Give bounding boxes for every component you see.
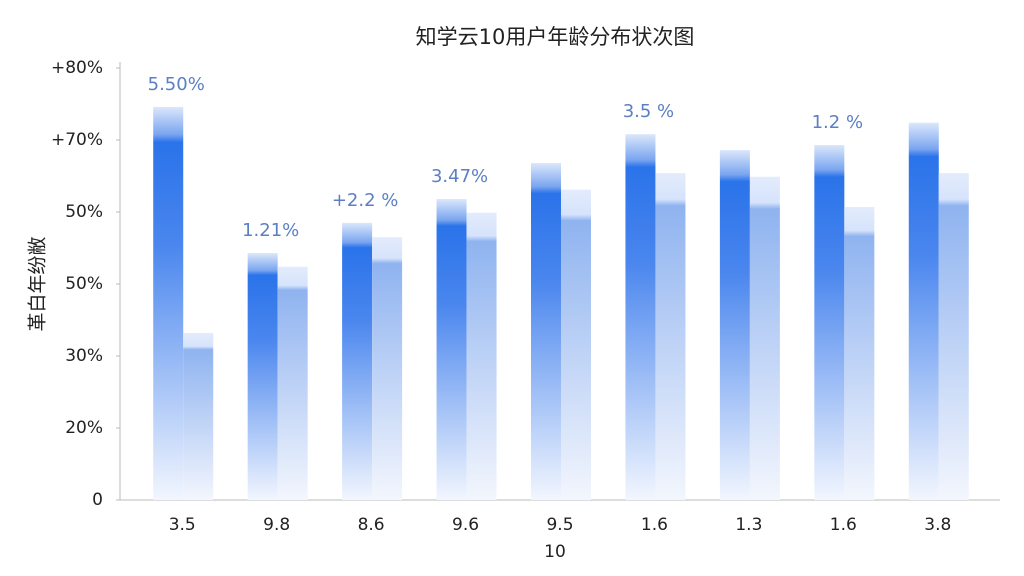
y-tick-label: +80%: [51, 58, 103, 78]
annotation: 3.47%: [431, 166, 488, 187]
x-tick-label: 3.5: [169, 515, 196, 535]
x-tick-label: 1.3: [735, 515, 762, 535]
x-tick-label: 9.8: [263, 515, 290, 535]
x-tick-label: 3.8: [924, 515, 951, 535]
y-tick-label: 0: [92, 490, 103, 510]
bar: [814, 145, 845, 501]
bar: [625, 134, 656, 501]
x-tick-label: 1.6: [830, 515, 857, 535]
y-tick-label: +70%: [51, 130, 103, 150]
bar: [531, 163, 561, 501]
y-tick-label: 30%: [65, 346, 103, 366]
bar: [655, 173, 686, 500]
y-tick-label: 50%: [65, 274, 103, 294]
bar: [908, 122, 939, 500]
annotation: 1.21%: [242, 220, 299, 241]
bar: [466, 212, 497, 500]
bar: [372, 237, 403, 500]
bar: [342, 222, 373, 501]
annotation: 1.2 %: [812, 112, 863, 133]
y-axis-label: 革白年纷敝: [27, 236, 49, 331]
bar: [277, 266, 308, 500]
x-axis-label: 10: [544, 542, 566, 562]
bar: [749, 176, 780, 500]
bar: [719, 150, 750, 500]
y-tick-label: 50%: [65, 202, 103, 222]
x-tick-label: 9.5: [546, 515, 573, 535]
bar: [844, 206, 875, 500]
annotation: 3.5 %: [623, 101, 674, 122]
chart-title: 知学云10用户年龄分布状次图: [416, 25, 695, 49]
bar: [183, 332, 214, 500]
bar: [561, 189, 591, 500]
annotation: 5.50%: [148, 74, 205, 95]
y-tick-label: 20%: [65, 418, 103, 438]
bar: [436, 199, 467, 501]
annotation: +2.2 %: [332, 190, 399, 211]
x-tick-label: 9.6: [452, 515, 479, 535]
bar: [938, 173, 969, 500]
bar: [153, 106, 184, 500]
x-tick-label: 1.6: [641, 515, 668, 535]
x-tick-label: 8.6: [358, 515, 385, 535]
bar: [247, 253, 278, 500]
